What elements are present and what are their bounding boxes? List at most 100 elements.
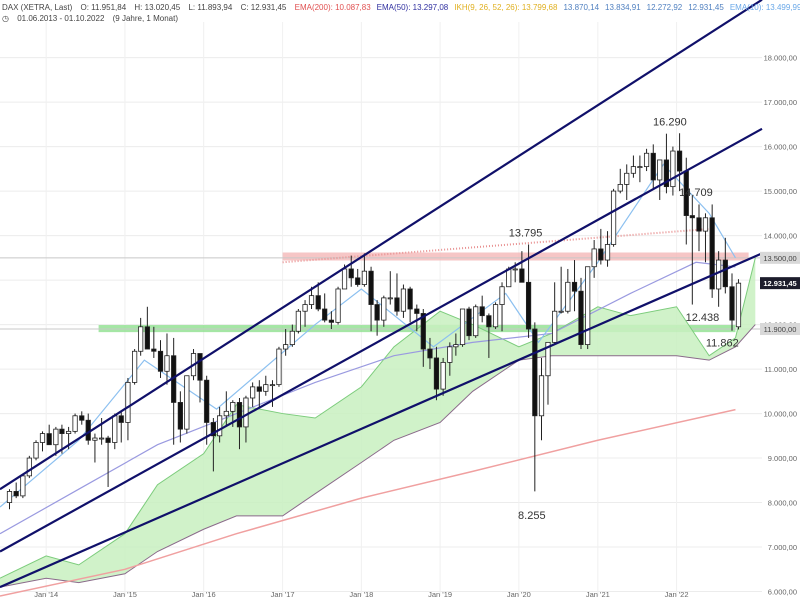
candle-body [151, 348, 157, 352]
y-tick-label: 10.000,00 [764, 410, 797, 419]
x-tick-label: Jan '14 [34, 590, 58, 599]
candle-body [256, 386, 262, 392]
candle-body [6, 491, 13, 503]
x-tick-label: Jan '18 [349, 590, 373, 599]
candle-body [368, 270, 374, 305]
candle-body [459, 308, 466, 345]
candle-body [217, 415, 223, 437]
candle-body [433, 357, 440, 390]
price-label: 14.709 [679, 187, 713, 199]
candle-body [177, 402, 183, 430]
candle-body [99, 437, 105, 440]
candle-body [230, 402, 236, 412]
candle-body [144, 326, 150, 350]
legend-item: 12.931,45 [688, 3, 724, 12]
chart-grid [0, 22, 762, 596]
candle-body [66, 430, 72, 434]
price-label: 13.795 [509, 228, 543, 240]
open-value: O: 11.951,84 [80, 3, 127, 12]
candle-body [624, 172, 630, 185]
y-tick-label: 7.000,00 [768, 543, 797, 552]
y-tick-label: 6.000,00 [768, 588, 797, 597]
y-tick-label: 16.000,00 [764, 143, 797, 152]
candle-body [59, 428, 65, 434]
candle-body [361, 270, 367, 285]
x-tick-label: Jan '21 [586, 590, 610, 599]
candle-body [322, 308, 328, 321]
candle-body [440, 361, 446, 390]
candle-body [138, 326, 144, 352]
candle-body [427, 348, 433, 359]
candle-body [414, 308, 420, 314]
high-value: H: 13.020,45 [134, 3, 181, 12]
candle-body [598, 248, 604, 261]
candle-body [33, 442, 39, 459]
price-badge-label: 13.500,00 [763, 254, 796, 263]
chart-header-line-1: DAX (XETRA, Last) O: 11.951,84 H: 13.020… [2, 3, 800, 12]
x-tick-label: Jan '19 [428, 590, 452, 599]
price-label: 8.255 [518, 510, 546, 522]
y-tick-label: 8.000,00 [768, 499, 797, 508]
candle-body [105, 437, 111, 443]
candle-body [381, 297, 387, 321]
cloud-span-a [0, 257, 756, 579]
candle-body [328, 319, 334, 323]
y-tick-label: 18.000,00 [764, 54, 797, 63]
candle-body [20, 475, 26, 497]
ema200-line [0, 408, 736, 597]
candle-body [387, 297, 393, 300]
price-label: 11.862 [706, 338, 739, 350]
candle-body [400, 288, 407, 312]
candle-body [374, 304, 380, 321]
legend-item: EMA(200): 10.087,83 [294, 3, 371, 12]
price-annotations: 16.290 14.709 13.795 12.438 11.862 8.255 [509, 117, 739, 523]
candle-body [79, 415, 85, 421]
x-tick-label: Jan '20 [507, 590, 531, 599]
candle-body [132, 350, 138, 383]
x-tick-label: Jan '16 [192, 590, 216, 599]
candle-body [236, 402, 243, 428]
candle-body [263, 384, 269, 392]
candle-body [447, 346, 453, 363]
clock-icon: ◷ [2, 14, 9, 23]
candle-body [722, 259, 728, 288]
candle-body [269, 384, 276, 387]
candle-body [519, 268, 525, 283]
indicator-legend: EMA(200): 10.087,83 EMA(50): 13.297,08 IKH… [295, 3, 800, 12]
candle-body [204, 379, 210, 423]
candle-body [283, 344, 289, 350]
candle-body [643, 152, 650, 168]
candle-body [112, 415, 118, 443]
candle-body [565, 281, 571, 312]
candle-body [26, 457, 32, 477]
candle-body [315, 295, 321, 310]
candle-body [210, 422, 216, 437]
low-value: L: 11.893,94 [188, 3, 233, 12]
candle-body [506, 268, 512, 288]
price-badge-label: 11.900,00 [764, 325, 797, 334]
candle-body [525, 281, 532, 330]
candle-body [676, 150, 683, 172]
candle-body [479, 306, 485, 317]
trendlines[interactable] [0, 0, 763, 589]
candle-body [571, 281, 578, 292]
candle-body [420, 313, 426, 350]
candle-body [53, 428, 59, 446]
candle-body [492, 304, 499, 328]
candle-body [663, 159, 670, 188]
candle-body [157, 350, 164, 372]
candle-body [585, 266, 591, 345]
candle-body [223, 410, 229, 417]
candle-body [558, 310, 564, 313]
candle-body [92, 437, 98, 441]
candle-body [164, 355, 170, 372]
y-tick-label: 9.000,00 [768, 454, 797, 463]
candle-body [302, 304, 308, 312]
trendline [0, 252, 763, 589]
dotted-resistance-line [282, 227, 710, 264]
y-tick-label: 17.000,00 [764, 98, 797, 107]
candlesticks [6, 133, 742, 510]
candle-body [184, 375, 190, 430]
legend-item: 13.834,91 [605, 3, 641, 12]
